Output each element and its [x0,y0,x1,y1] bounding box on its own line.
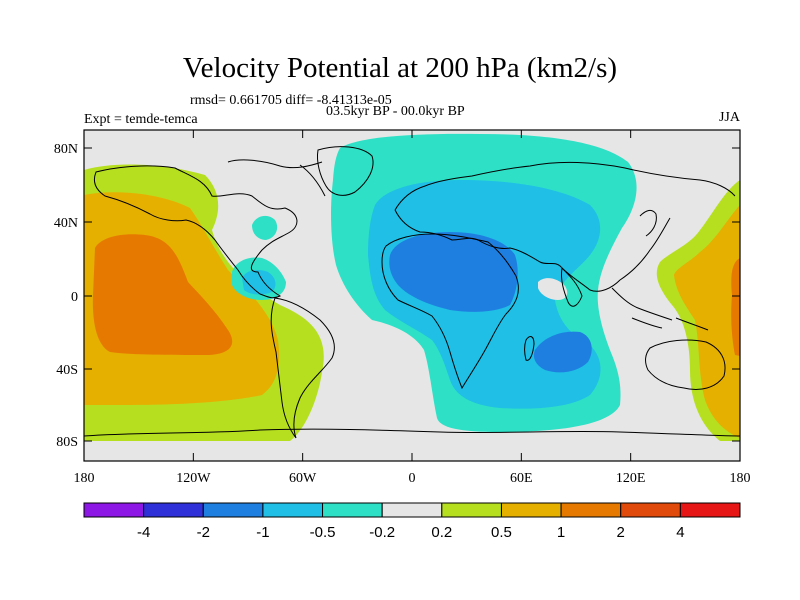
colorbar-swatch [560,502,622,518]
lon-tick-label: 120E [616,471,646,486]
lon-tick-label: 120W [176,471,211,486]
colorbar-label: -1 [256,524,269,541]
lat-tick-label: 80N [54,142,78,157]
lon-tick-label: 180 [730,471,751,486]
colorbar-swatch [620,502,681,518]
contour-wpac-1 [731,258,740,356]
experiment-label: Expt = temde-temca [84,112,198,127]
colorbar-label: 2 [617,524,625,541]
lat-tick-label: 40N [54,216,78,231]
colorbar-label: -4 [137,524,150,541]
lon-tick-label: 60E [510,471,533,486]
longitude-axis: 180 120W 60W 0 60E 120E 180 [74,130,751,486]
contour-southafrica-neg1 [533,331,592,373]
colorbar-swatch [202,502,264,518]
colorbar-label: 4 [676,524,684,541]
contour-arabian-gray [538,278,568,300]
colorbar-label: 0.2 [431,524,452,541]
colorbar-label: -2 [197,524,210,541]
contour-pacific-1 [92,234,233,355]
colorbar-swatch [441,502,502,518]
colorbar-label: -0.5 [310,524,336,541]
lat-tick-label: 80S [56,435,78,450]
colorbar-label: 0.5 [491,524,512,541]
chart-title: Velocity Potential at 200 hPa (km2/s) [182,52,618,84]
contour-africa-neg1 [389,232,518,312]
season-label: JJA [718,110,740,125]
coastlines [84,146,740,439]
lon-tick-label: 0 [409,471,416,486]
contour-atlantic-neg0.2 [252,215,278,240]
colorbar-swatch [500,502,562,518]
contour-wpac-0.5 [674,205,740,438]
colorbar-swatch [679,502,741,518]
colorbar-swatch [262,502,324,518]
lat-tick-label: 40S [56,363,78,378]
colorbar-swatch [143,502,204,518]
contour-caribbean-neg0.5 [242,270,276,295]
colorbar-swatch [322,502,383,518]
latitude-axis: 80N 40N 0 40S 80S [54,142,740,450]
colorbar-label: -0.2 [369,524,395,541]
colorbar-label: 1 [557,524,565,541]
colorbar-swatch [83,502,145,518]
colorbar-swatch [381,502,443,518]
lon-tick-label: 60W [289,471,317,486]
stats-line: rmsd= 0.661705 diff= -8.41313e-05 [190,93,392,108]
period-label: 03.5kyr BP - 00.0kyr BP [326,104,465,119]
colorbar: -4 -2 -1 -0.5 -0.2 0.2 0.5 1 2 4 [83,502,741,541]
lon-tick-label: 180 [74,471,95,486]
lat-tick-label: 0 [71,290,78,305]
